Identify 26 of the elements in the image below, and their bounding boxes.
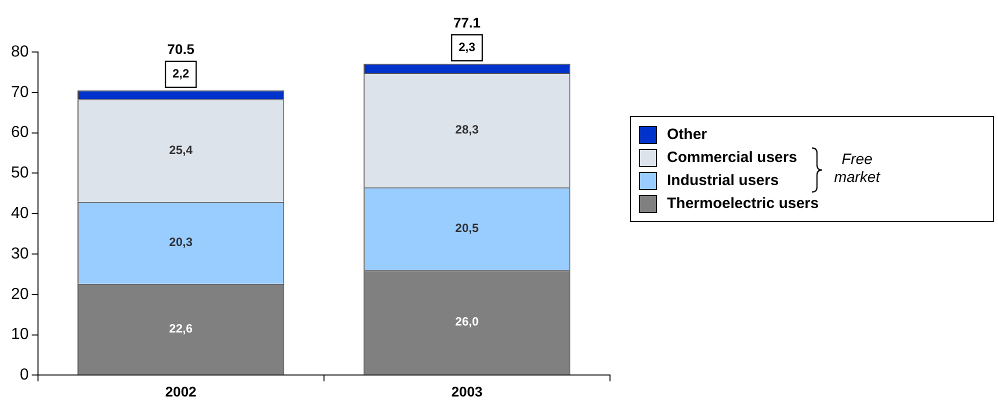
data-label: 26,0 (455, 314, 479, 329)
data-label: 2,2 (172, 66, 190, 81)
y-tick-label: 30 (11, 245, 29, 262)
data-label: 28,3 (455, 122, 479, 136)
legend-label: Thermoelectric users (667, 195, 819, 212)
data-label: 20,3 (169, 235, 193, 250)
total-label: 77.1 (453, 14, 481, 31)
y-tick-label: 20 (11, 286, 29, 303)
legend-label: Other (667, 126, 708, 143)
y-tick-label: 10 (11, 326, 29, 344)
legend-label: Industrial users (667, 172, 779, 189)
data-label: 20,5 (455, 221, 479, 236)
y-tick-label: 60 (11, 124, 29, 142)
x-tick-label: 2003 (451, 383, 483, 400)
total-label: 70.5 (167, 41, 195, 58)
y-tick-label: 40 (11, 205, 29, 222)
text: Free market (833, 151, 882, 187)
data-label: 22,6 (169, 322, 193, 336)
y-tick-label: 50 (11, 164, 29, 182)
data-label: 25,4 (169, 142, 193, 157)
legend-label: Commercial users (667, 149, 798, 166)
y-tick-label: 80 (11, 43, 29, 60)
y-tick-label: 70 (11, 84, 29, 101)
y-tick-label: 0 (20, 366, 29, 384)
data-label: 2,3 (458, 40, 476, 54)
x-tick-label: 2002 (165, 383, 197, 400)
